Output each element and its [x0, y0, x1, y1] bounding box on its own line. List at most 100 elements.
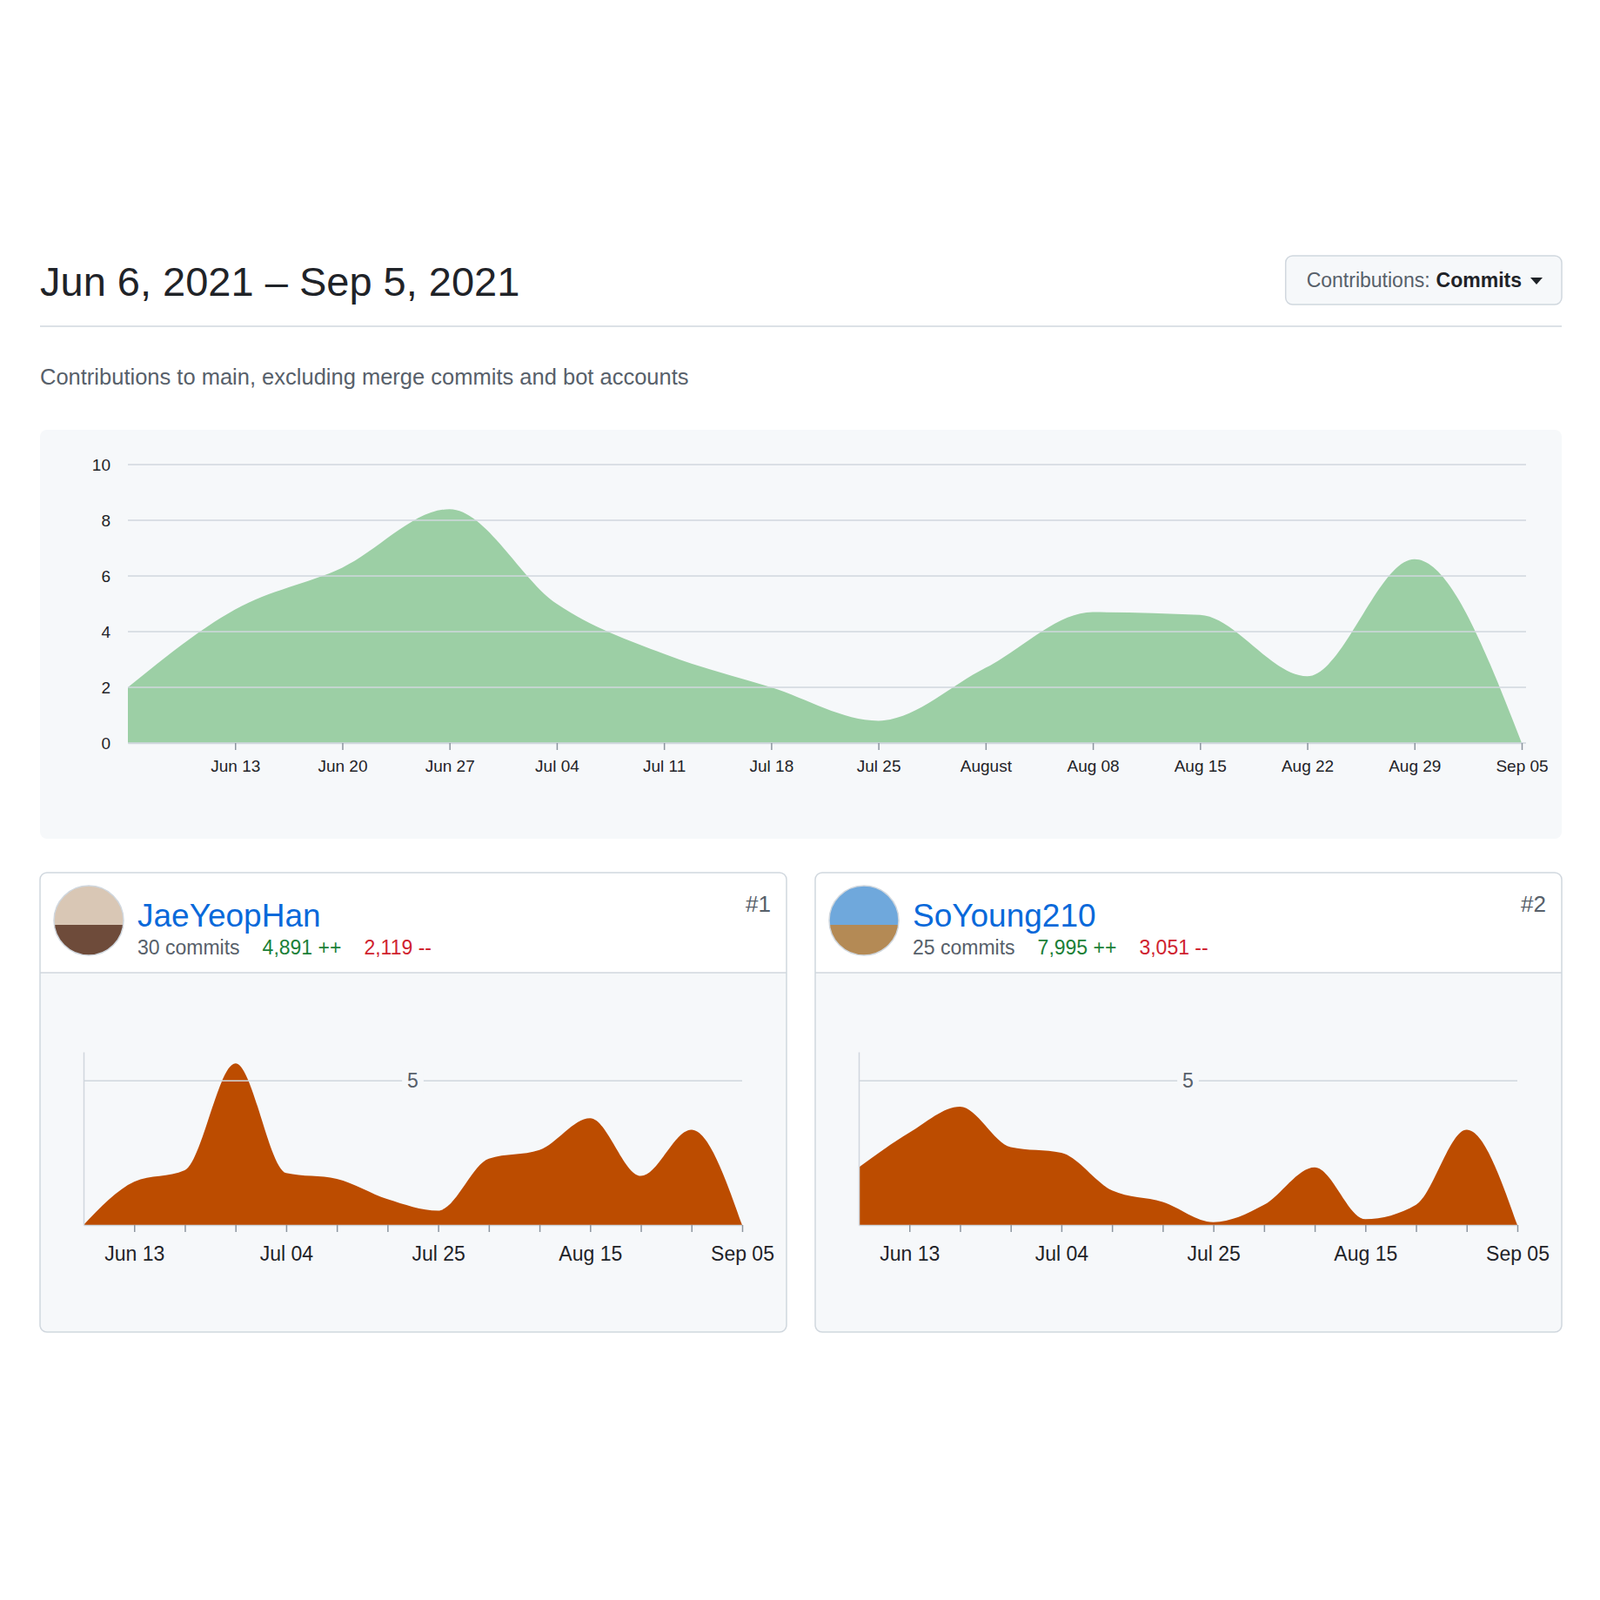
card-divider	[40, 971, 787, 974]
x-tick-mark	[336, 1225, 339, 1232]
x-tick-mark	[539, 1225, 542, 1232]
x-tick: Sep 05	[1495, 743, 1548, 776]
card-divider	[815, 971, 1562, 974]
x-tick: Aug 15	[1333, 1225, 1398, 1266]
x-tick: Jun 13	[104, 1225, 165, 1266]
x-tick: Jun 13	[210, 743, 261, 776]
card-border	[815, 872, 1562, 1333]
grid-line	[127, 519, 1527, 522]
x-tick	[959, 1225, 961, 1232]
x-tick	[387, 1225, 389, 1232]
label-background	[1177, 1067, 1199, 1094]
x-tick-label: August	[960, 756, 1013, 776]
x-tick-label: Jul 04	[260, 1242, 315, 1266]
area	[83, 1063, 743, 1226]
button-label[interactable]: Contributions:	[1306, 268, 1431, 292]
grid-line	[127, 686, 1527, 689]
x-tick-mark	[387, 1225, 389, 1232]
x-tick: Jul 11	[642, 743, 686, 776]
button-value[interactable]: Commits	[1436, 268, 1522, 292]
x-tick-label: Aug 15	[558, 1242, 623, 1266]
x-tick: Jun 20	[317, 743, 368, 776]
y-tick-label: 2	[100, 678, 111, 697]
x-tick-mark	[234, 1225, 237, 1232]
main-panel	[40, 429, 1562, 839]
contributor-name[interactable]: SoYoung210	[912, 897, 1097, 934]
x-tick	[235, 1225, 237, 1232]
x-tick-label: Aug 15	[1333, 1242, 1398, 1266]
card-header-bg	[815, 872, 1562, 1333]
avatar-border[interactable]	[829, 885, 899, 956]
x-tick	[488, 1225, 490, 1232]
card-border	[40, 872, 787, 1333]
x-tick-mark	[184, 1225, 187, 1232]
page-title: Jun 6, 2021 – Sep 5, 2021	[40, 258, 520, 305]
x-tick	[1264, 1225, 1266, 1232]
x-tick-mark	[985, 743, 988, 750]
x-tick	[539, 1225, 541, 1232]
x-tick	[336, 1225, 338, 1232]
x-axis: Jun 13Jul 04Jul 25Aug 15Sep 05	[859, 1225, 1550, 1266]
y-tick-label: 0	[100, 734, 111, 753]
x-tick-mark	[1199, 743, 1202, 750]
x-tick	[184, 1225, 186, 1232]
x-tick-mark	[341, 743, 344, 750]
commit-count[interactable]: 30 commits	[137, 936, 241, 959]
contributor-card: SoYoung210#225 commits7,995 ++3,051 --5J…	[815, 872, 1562, 1333]
x-axis-line	[128, 743, 1523, 745]
deletions: 3,051 --	[1138, 936, 1208, 959]
x-tick-label: Aug 29	[1388, 756, 1441, 776]
x-axis: Jun 13Jun 20Jun 27Jul 04Jul 11Jul 18Jul …	[128, 743, 1549, 776]
x-tick-mark	[770, 743, 773, 750]
x-tick-label: Jul 25	[411, 1242, 465, 1266]
x-tick-mark	[1162, 1225, 1165, 1232]
y-tick: 2	[100, 678, 128, 697]
x-tick-mark	[437, 1225, 440, 1232]
plot-area	[127, 508, 1522, 744]
x-tick-label: Jul 04	[1035, 1242, 1090, 1266]
x-tick-mark	[1306, 743, 1309, 750]
button-caret[interactable]	[1530, 277, 1543, 285]
x-axis-line	[84, 1225, 744, 1227]
x-tick-mark	[640, 1225, 643, 1232]
plot-area	[83, 1063, 743, 1226]
x-tick-mark	[959, 1225, 962, 1232]
x-tick: Jul 18	[749, 743, 795, 776]
button-frame[interactable]	[1285, 255, 1562, 305]
avatar-bottom[interactable]	[829, 924, 899, 960]
x-tick-mark	[1415, 1225, 1418, 1232]
y-axis	[858, 1052, 860, 1226]
x-tick-label: Jul 11	[642, 756, 686, 776]
y-tick: 10	[92, 455, 128, 475]
x-tick-label: Jul 18	[749, 756, 795, 776]
y-tick-label: 8	[100, 511, 111, 530]
x-tick-mark	[286, 1225, 288, 1232]
x-tick-mark	[877, 743, 880, 750]
x-tick-mark	[1092, 743, 1095, 750]
y-axis	[83, 1052, 85, 1226]
x-tick-label: Sep 05	[710, 1242, 775, 1266]
contributor-name[interactable]: JaeYeopHan	[137, 897, 322, 934]
x-tick: Jun 13	[879, 1225, 940, 1266]
x-tick-mark	[1517, 1225, 1520, 1232]
x-tick: Sep 05	[1486, 1225, 1550, 1266]
avatar-bottom[interactable]	[53, 924, 124, 960]
x-tick	[1111, 1225, 1113, 1232]
x-tick	[641, 1225, 643, 1232]
filter-button[interactable]: Contributions:Commits	[1285, 255, 1562, 305]
x-tick	[1162, 1225, 1164, 1232]
x-tick-mark	[1212, 1225, 1215, 1232]
contributor-rank: #1	[745, 890, 771, 918]
avatar-border[interactable]	[53, 885, 124, 956]
commit-count[interactable]: 25 commits	[912, 936, 1016, 959]
x-tick-mark	[1111, 1225, 1114, 1232]
x-tick-mark	[1365, 1225, 1367, 1232]
avatar[interactable]	[829, 885, 899, 960]
x-tick	[1416, 1225, 1418, 1232]
x-tick-label: Aug 15	[1174, 756, 1227, 776]
x-tick-mark	[742, 1225, 744, 1232]
x-tick-mark	[1466, 1225, 1469, 1232]
grid-line	[127, 630, 1527, 633]
header-rule	[40, 325, 1562, 328]
avatar[interactable]	[53, 885, 124, 960]
